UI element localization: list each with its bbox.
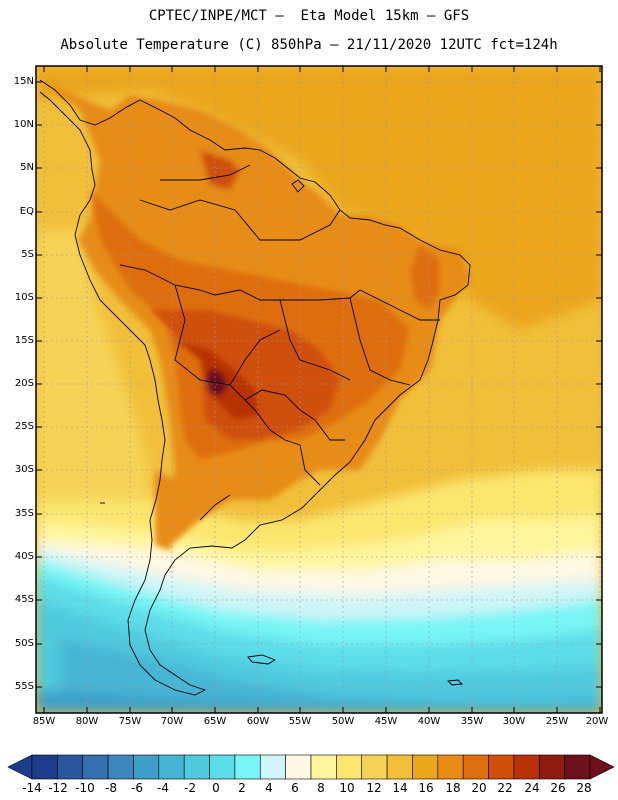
lat-label: EQ bbox=[19, 206, 34, 217]
map-frame bbox=[35, 65, 603, 714]
colorbar-swatch bbox=[82, 754, 109, 780]
colorbar-swatch bbox=[234, 754, 261, 780]
chart-title: CPTEC/INPE/MCT – Eta Model 15km – GFS bbox=[148, 8, 470, 24]
lon-label: 50W bbox=[331, 716, 355, 727]
colorbar-label: -14 bbox=[22, 781, 42, 795]
colorbar-label: 22 bbox=[497, 781, 513, 795]
lon-label: 20W bbox=[585, 716, 609, 727]
colorbar-swatch bbox=[259, 754, 286, 780]
colorbar-label: 10 bbox=[339, 781, 355, 795]
colorbar-label: -12 bbox=[48, 781, 68, 795]
chart-subtitle: Absolute Temperature (C) 850hPa – 21/11/… bbox=[60, 37, 558, 53]
lon-label: 25W bbox=[545, 716, 569, 727]
colorbar-swatch bbox=[412, 754, 439, 780]
lat-label: 35S bbox=[14, 508, 34, 519]
colorbar-label: 14 bbox=[392, 781, 408, 795]
colorbar-label: -2 bbox=[184, 781, 196, 795]
lat-label: 55S bbox=[14, 681, 34, 692]
colorbar-swatch bbox=[183, 754, 210, 780]
lat-label: 5N bbox=[20, 162, 34, 173]
colorbar-label: 2 bbox=[238, 781, 246, 795]
lat-label: 5S bbox=[21, 249, 34, 260]
colorbar-swatch bbox=[488, 754, 515, 780]
lat-label: 45S bbox=[14, 594, 34, 605]
lat-label: 10N bbox=[13, 119, 34, 130]
lat-label: 10S bbox=[14, 292, 34, 303]
colorbar-max-arrow bbox=[589, 754, 615, 780]
colorbar-swatch bbox=[133, 754, 160, 780]
colorbar-label: 26 bbox=[550, 781, 566, 795]
colorbar-swatch bbox=[361, 754, 388, 780]
lat-label: 20S bbox=[14, 378, 34, 389]
colorbar-label: -4 bbox=[157, 781, 169, 795]
lon-label: 80W bbox=[75, 716, 99, 727]
lon-label: 70W bbox=[160, 716, 184, 727]
colorbar-swatch bbox=[209, 754, 236, 780]
lat-label: 50S bbox=[14, 638, 34, 649]
lat-label: 40S bbox=[14, 551, 34, 562]
colorbar-swatch bbox=[513, 754, 540, 780]
colorbar-label: -8 bbox=[105, 781, 117, 795]
lon-label: 65W bbox=[203, 716, 227, 727]
colorbar-swatch bbox=[437, 754, 464, 780]
map-gridlines bbox=[36, 66, 602, 713]
colorbar-swatch bbox=[285, 754, 312, 780]
colorbar-label: 24 bbox=[524, 781, 540, 795]
lon-label: 55W bbox=[288, 716, 312, 727]
lon-label: 40W bbox=[417, 716, 441, 727]
axis-ticks bbox=[36, 66, 602, 713]
colorbar-label: 16 bbox=[418, 781, 434, 795]
colorbar-label: -10 bbox=[75, 781, 95, 795]
lat-label: 15S bbox=[14, 335, 34, 346]
colorbar-label: 28 bbox=[576, 781, 592, 795]
colorbar-label: 6 bbox=[291, 781, 299, 795]
colorbar-swatch bbox=[538, 754, 565, 780]
colorbar-swatch bbox=[336, 754, 363, 780]
colorbar-swatch bbox=[57, 754, 84, 780]
lon-label: 85W bbox=[32, 716, 56, 727]
lon-label: 60W bbox=[246, 716, 270, 727]
colorbar-swatch bbox=[107, 754, 134, 780]
colorbar-label: 8 bbox=[317, 781, 325, 795]
temperature-field bbox=[36, 66, 602, 713]
colorbar-swatch bbox=[462, 754, 489, 780]
colorbar-swatch bbox=[310, 754, 337, 780]
colorbar-label: 4 bbox=[265, 781, 273, 795]
lat-label: 30S bbox=[14, 464, 34, 475]
colorbar-label: -6 bbox=[131, 781, 143, 795]
lat-label: 15N bbox=[13, 76, 34, 87]
colorbar-swatch bbox=[158, 754, 185, 780]
colorbar-min-arrow bbox=[7, 754, 33, 780]
lon-label: 35W bbox=[460, 716, 484, 727]
lon-label: 75W bbox=[118, 716, 142, 727]
colorbar bbox=[7, 754, 615, 780]
islands-outline bbox=[100, 179, 463, 686]
colorbar-label: 0 bbox=[212, 781, 220, 795]
colorbar-label: 20 bbox=[471, 781, 487, 795]
lon-label: 30W bbox=[502, 716, 526, 727]
south-america-outline bbox=[39, 79, 471, 696]
colorbar-label: 12 bbox=[366, 781, 382, 795]
lat-label: 25S bbox=[14, 421, 34, 432]
colorbar-swatch bbox=[31, 754, 58, 780]
lon-label: 45W bbox=[374, 716, 398, 727]
colorbar-label: 18 bbox=[445, 781, 461, 795]
colorbar-swatch bbox=[564, 754, 591, 780]
colorbar-swatch bbox=[386, 754, 413, 780]
